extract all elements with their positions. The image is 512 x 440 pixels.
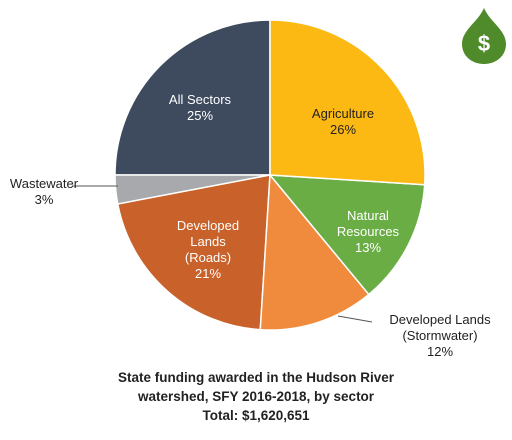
category-label: Developed Lands (Stormwater) (389, 312, 491, 343)
title: State funding awarded in the Hudson Rive… (117, 370, 395, 404)
value-label: 25% (186, 108, 214, 123)
pie-slice (116, 174, 271, 331)
slice-label: Wastewater 3% (0, 176, 89, 208)
slice-label: Developed Lands (Roads) 21% (168, 218, 248, 282)
slice-label: Natural Resources 13% (323, 208, 413, 256)
value-label: 21% (194, 266, 222, 281)
value-label: 13% (354, 240, 382, 255)
slice-label: All Sectors 25% (150, 92, 250, 124)
chart-title: State funding awarded in the Hudson Rive… (90, 368, 422, 425)
pie-slice (114, 19, 271, 176)
value-label: 3% (34, 192, 54, 207)
icon-text: $ (478, 31, 490, 56)
value-label: 12% (426, 344, 454, 359)
category-label: Developed Lands (Roads) (176, 218, 240, 265)
value-label: 26% (329, 122, 357, 137)
slice-label: Agriculture 26% (288, 106, 398, 138)
icon-drop (462, 8, 506, 64)
subtitle: Total: $1,620,651 (202, 408, 310, 423)
slice-label: Developed Lands (Stormwater) 12% (380, 312, 500, 360)
category-label: Agriculture (311, 106, 375, 121)
pie-slice (269, 19, 426, 186)
category-label: All Sectors (168, 92, 232, 107)
pie-slice (259, 173, 370, 331)
category-label: Natural Resources (336, 208, 400, 239)
pie-slice (268, 174, 426, 296)
leader-line (337, 315, 373, 323)
category-label: Wastewater (9, 176, 79, 191)
